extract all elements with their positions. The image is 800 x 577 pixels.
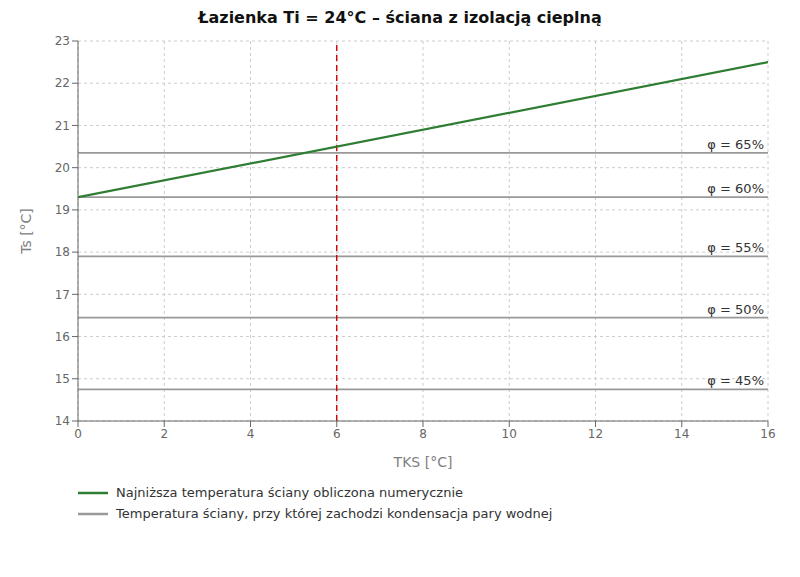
svg-text:23: 23 xyxy=(55,34,70,48)
svg-text:8: 8 xyxy=(419,427,427,441)
html-text:Najniższa temperatura ściany o: Najniższa temperatura ściany obliczona n… xyxy=(116,485,463,500)
svg-text:φ = 55%: φ = 55% xyxy=(707,240,764,255)
html-text:Łazienka Ti = 24°C – ściana z: Łazienka Ti = 24°C – ściana z izolacją c… xyxy=(198,8,602,27)
svg-text:2: 2 xyxy=(160,427,168,441)
svg-text:21: 21 xyxy=(55,119,70,133)
svg-text:16: 16 xyxy=(760,427,775,441)
svg-text:φ = 60%: φ = 60% xyxy=(707,181,764,196)
svg-text:φ = 45%: φ = 45% xyxy=(707,373,764,388)
svg-text:16: 16 xyxy=(55,330,70,344)
svg-text:17: 17 xyxy=(55,288,70,302)
svg-text:18: 18 xyxy=(55,245,70,259)
svg-text:4: 4 xyxy=(247,427,255,441)
svg-text:TKS [°C]: TKS [°C] xyxy=(393,454,453,470)
svg-text:6: 6 xyxy=(333,427,341,441)
html-text:Temperatura ściany, przy które: Temperatura ściany, przy której zachodzi… xyxy=(116,506,553,521)
svg-text:14: 14 xyxy=(674,427,689,441)
svg-text:14: 14 xyxy=(55,414,70,428)
svg-text:0: 0 xyxy=(74,427,82,441)
svg-text:10: 10 xyxy=(502,427,517,441)
svg-text:19: 19 xyxy=(55,203,70,217)
svg-text:12: 12 xyxy=(588,427,603,441)
svg-text:22: 22 xyxy=(55,76,70,90)
svg-text:Ts [°C]: Ts [°C] xyxy=(18,208,34,255)
svg-text:20: 20 xyxy=(55,161,70,175)
svg-text:15: 15 xyxy=(55,372,70,386)
svg-text:φ = 50%: φ = 50% xyxy=(707,302,764,317)
svg-text:φ = 65%: φ = 65% xyxy=(707,137,764,152)
